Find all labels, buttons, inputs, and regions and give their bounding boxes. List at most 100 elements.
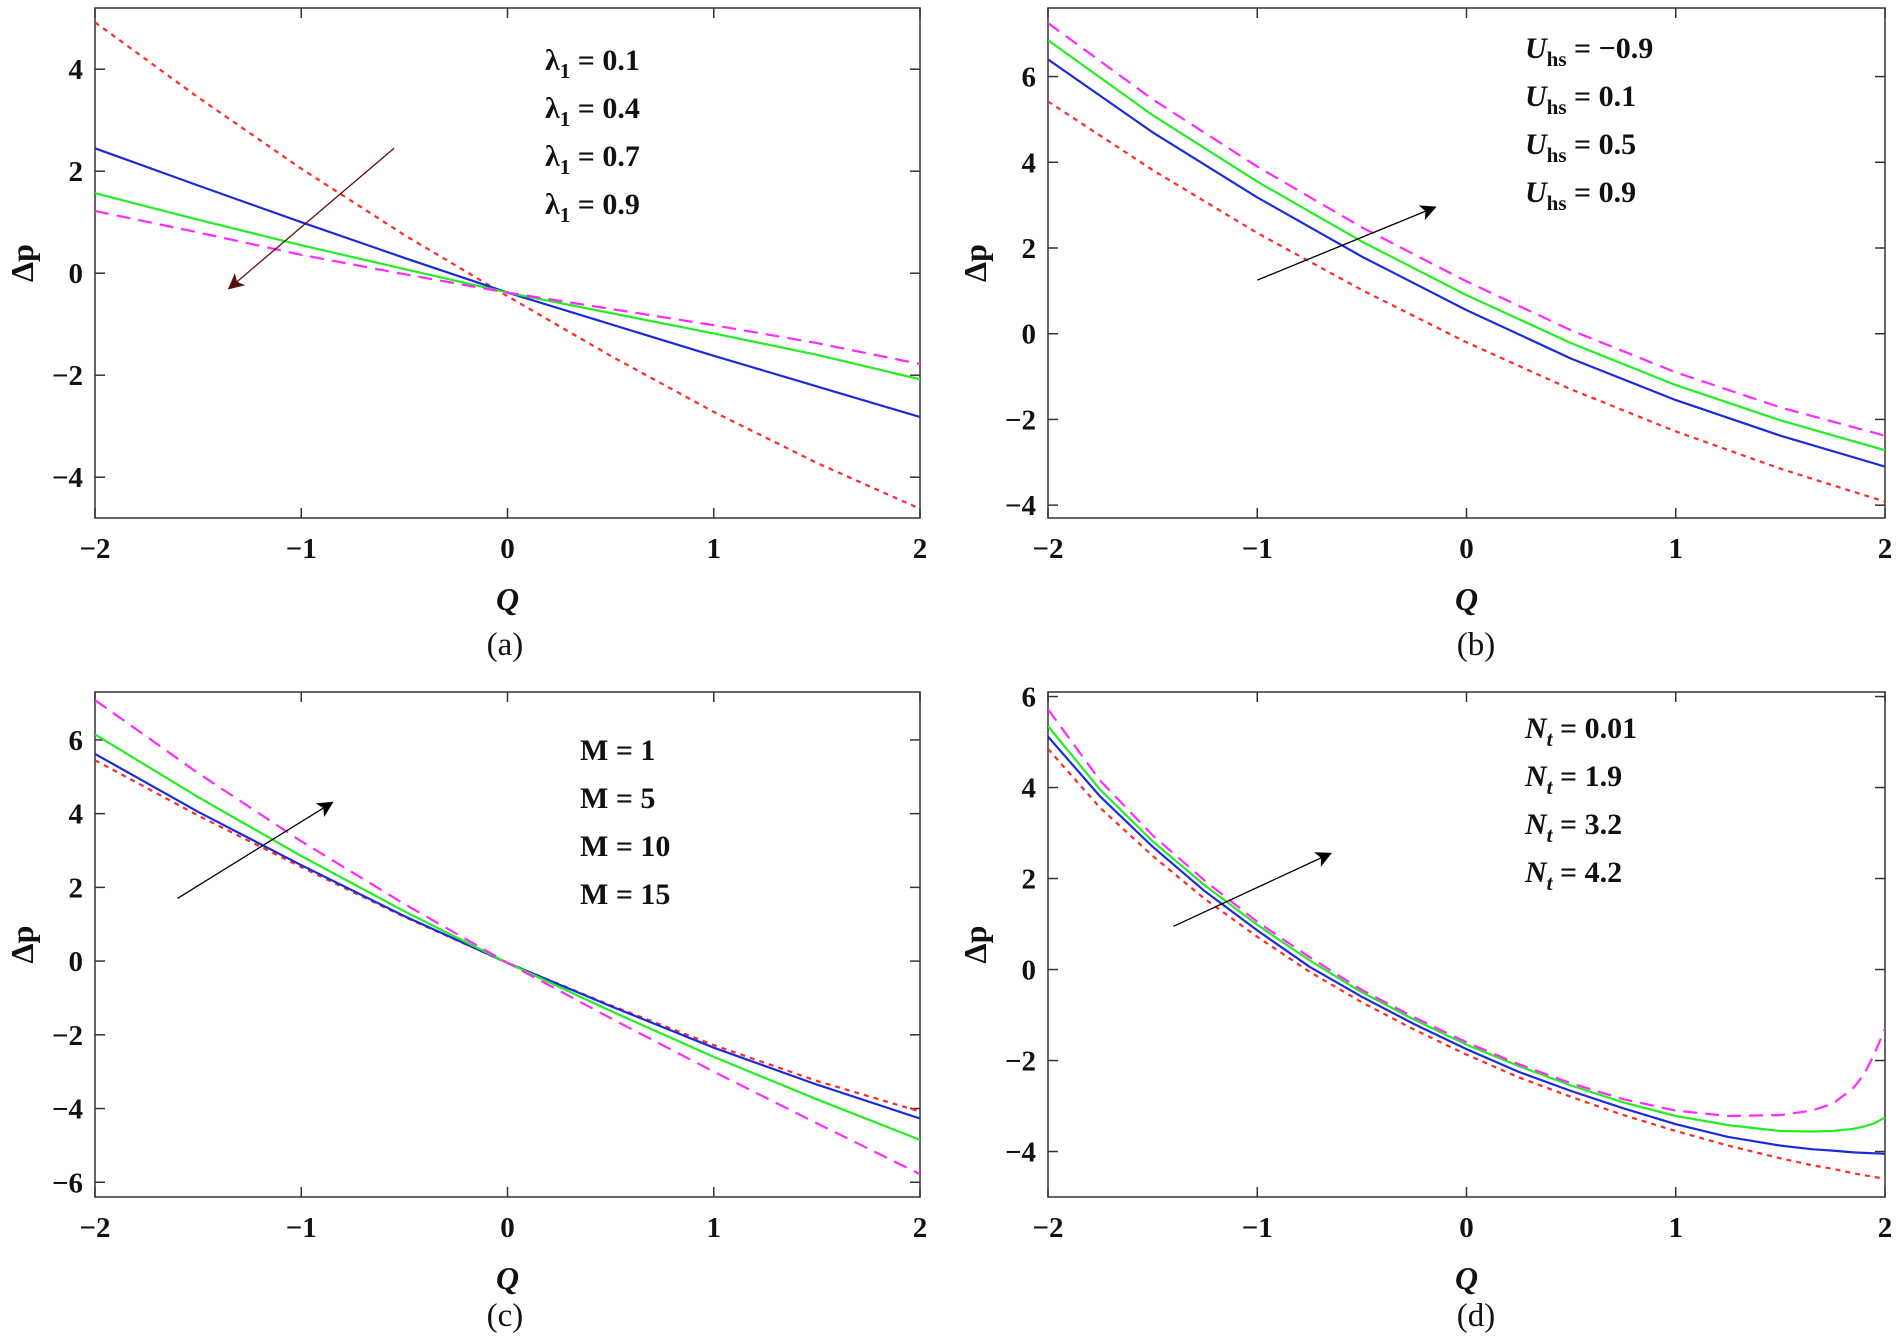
series-line bbox=[1048, 100, 1885, 503]
x-tick-label: −2 bbox=[79, 533, 110, 565]
x-tick-label: 0 bbox=[500, 1212, 515, 1244]
x-tick-label: 1 bbox=[707, 533, 722, 565]
series-line bbox=[95, 733, 920, 1141]
legend-entry: λ1 = 0.4 bbox=[545, 92, 640, 131]
legend-symbol: M bbox=[580, 830, 608, 863]
legend-symbol: U bbox=[1525, 128, 1548, 161]
y-tick-label: −2 bbox=[1005, 1046, 1036, 1078]
direction-arrow bbox=[1257, 205, 1437, 281]
panel-caption: (d) bbox=[1457, 1298, 1495, 1334]
legend-value: = 15 bbox=[608, 878, 670, 911]
legend-subscript: 1 bbox=[560, 107, 571, 131]
series-line bbox=[1048, 748, 1885, 1180]
legend-symbol: λ bbox=[545, 140, 560, 173]
direction-arrow bbox=[1173, 852, 1332, 927]
legend-symbol: N bbox=[1524, 808, 1548, 841]
legend-subscript: hs bbox=[1547, 143, 1567, 167]
legend-entry: Nt = 0.01 bbox=[1524, 712, 1637, 751]
legend-value: = 0.1 bbox=[1567, 80, 1637, 113]
legend-value: = 0.5 bbox=[1567, 128, 1637, 161]
direction-arrow bbox=[177, 801, 334, 899]
x-tick-label: −1 bbox=[286, 533, 317, 565]
legend-entry: M = 10 bbox=[580, 830, 670, 863]
y-tick-label: 6 bbox=[1022, 682, 1037, 714]
legend-symbol: λ bbox=[545, 44, 560, 77]
x-tick-label: −1 bbox=[1242, 533, 1273, 565]
legend-value: = 1.9 bbox=[1553, 760, 1623, 793]
x-tick-label: 0 bbox=[500, 533, 515, 565]
legend-symbol: U bbox=[1525, 176, 1548, 209]
y-tick-label: 2 bbox=[69, 156, 84, 188]
y-tick-label: 2 bbox=[1022, 864, 1037, 896]
x-tick-label: 2 bbox=[913, 533, 928, 565]
x-axis-label: Q bbox=[496, 581, 519, 617]
x-tick-label: 2 bbox=[1878, 1212, 1893, 1244]
series-line bbox=[95, 147, 920, 419]
legend-subscript: hs bbox=[1547, 191, 1567, 215]
legend-subscript: 1 bbox=[560, 59, 571, 83]
x-axis-label: Q bbox=[496, 1260, 519, 1296]
x-tick-label: 0 bbox=[1459, 533, 1474, 565]
x-tick-label: 2 bbox=[1878, 533, 1893, 565]
legend-entry: Uhs = 0.5 bbox=[1525, 128, 1636, 167]
legend-entry: M = 1 bbox=[580, 734, 655, 767]
y-tick-label: 4 bbox=[69, 54, 84, 86]
series-line bbox=[1048, 22, 1885, 437]
legend-entry: Nt = 1.9 bbox=[1524, 760, 1622, 799]
legend-value: = 0.9 bbox=[1567, 176, 1637, 209]
legend-symbol: N bbox=[1524, 760, 1548, 793]
x-tick-label: 1 bbox=[1669, 533, 1684, 565]
legend-subscript: t bbox=[1547, 727, 1554, 751]
legend-value: = 4.2 bbox=[1553, 856, 1623, 889]
y-tick-label: −4 bbox=[1005, 1137, 1036, 1169]
legend-entry: Nt = 4.2 bbox=[1524, 856, 1622, 895]
legend-value: = 0.7 bbox=[570, 140, 640, 173]
y-tick-label: −6 bbox=[52, 1167, 83, 1199]
legend-value: = 0.1 bbox=[570, 44, 640, 77]
series-line bbox=[95, 699, 920, 1176]
y-tick-label: 2 bbox=[69, 872, 84, 904]
y-tick-label: 4 bbox=[1022, 773, 1037, 805]
legend-subscript: 1 bbox=[560, 155, 571, 179]
x-axis-label: Q bbox=[1455, 1260, 1478, 1296]
legend-symbol: M bbox=[580, 878, 608, 911]
panel-caption: (c) bbox=[487, 1298, 524, 1334]
y-tick-label: 4 bbox=[69, 799, 84, 831]
panel-caption: (a) bbox=[487, 627, 524, 663]
plot-frame bbox=[1047, 691, 1886, 1198]
legend-symbol: N bbox=[1524, 712, 1548, 745]
plot-frame bbox=[94, 7, 921, 519]
y-tick-label: 4 bbox=[1022, 147, 1037, 179]
legend-symbol: λ bbox=[545, 188, 560, 221]
legend-entry: λ1 = 0.7 bbox=[545, 140, 640, 179]
legend-value: = 0.4 bbox=[570, 92, 640, 125]
series-line bbox=[1048, 725, 1885, 1133]
x-tick-label: 2 bbox=[913, 1212, 928, 1244]
y-tick-label: 0 bbox=[69, 258, 84, 290]
series-line bbox=[1048, 735, 1885, 1155]
legend-entry: Uhs = −0.9 bbox=[1525, 32, 1653, 71]
y-tick-label: −4 bbox=[1005, 490, 1036, 522]
y-tick-label: −2 bbox=[52, 360, 83, 392]
legend-value: = 10 bbox=[608, 830, 670, 863]
x-tick-label: 1 bbox=[1669, 1212, 1684, 1244]
legend-subscript: t bbox=[1547, 871, 1554, 895]
y-tick-label: 6 bbox=[69, 725, 84, 757]
legend-symbol: U bbox=[1525, 32, 1548, 65]
legend-subscript: hs bbox=[1547, 47, 1567, 71]
legend-value: = 0.01 bbox=[1553, 712, 1638, 745]
legend-symbol: N bbox=[1524, 856, 1548, 889]
x-axis-label: Q bbox=[1455, 581, 1478, 617]
legend-symbol: M bbox=[580, 734, 608, 767]
legend-value: = 5 bbox=[608, 782, 655, 815]
x-tick-label: 1 bbox=[707, 1212, 722, 1244]
x-tick-label: −2 bbox=[1032, 533, 1063, 565]
series-line bbox=[1048, 708, 1885, 1118]
legend-subscript: 1 bbox=[560, 203, 571, 227]
y-axis-label: Δp bbox=[957, 244, 993, 282]
series-line bbox=[95, 759, 920, 1113]
